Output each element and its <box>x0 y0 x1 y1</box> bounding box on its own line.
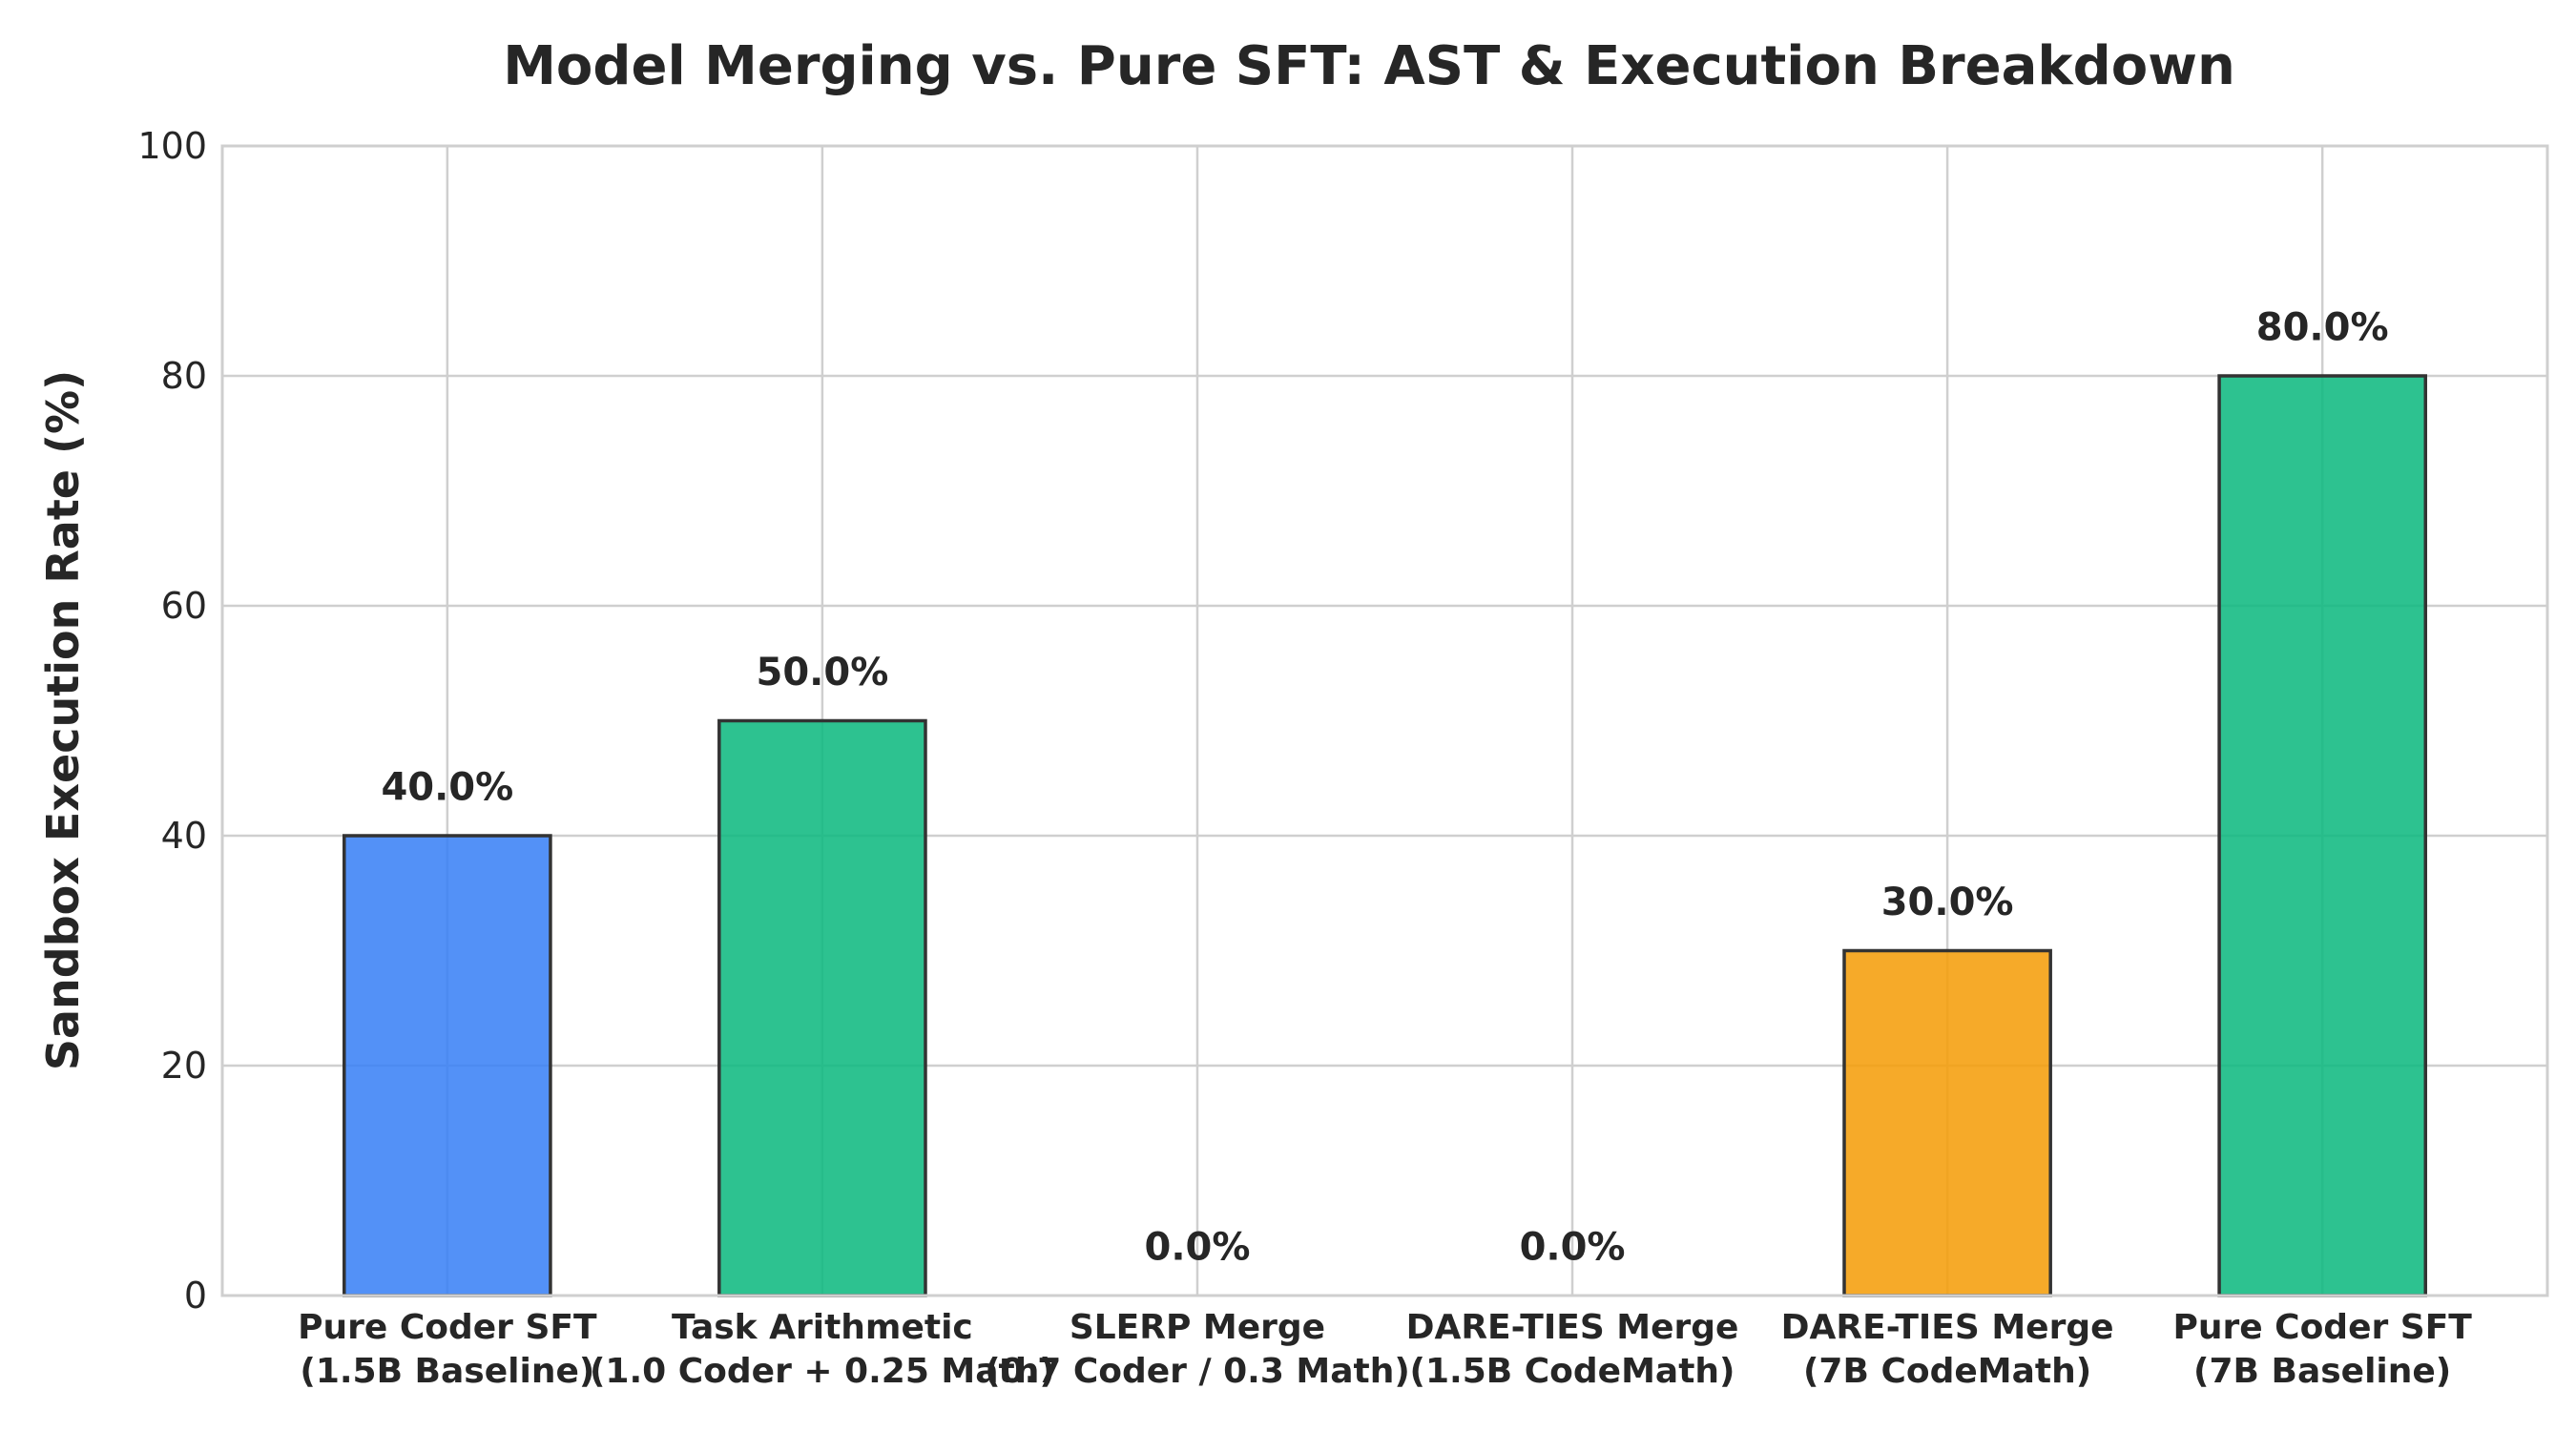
data-label: 50.0% <box>757 651 889 695</box>
data-label: 40.0% <box>381 765 513 809</box>
x-tick-label: (0.7 Coder / 0.3 Math) <box>985 1352 1410 1391</box>
y-tick-labels: 0 20 40 60 80 100 <box>137 125 207 1317</box>
y-axis-label: Sandbox Execution Rate (%) <box>37 370 89 1070</box>
x-tick-labels: Pure Coder SFT (1.5B Baseline) Task Arithm… <box>298 1308 2472 1391</box>
x-tick-label: (7B Baseline) <box>2193 1352 2451 1391</box>
data-label: 80.0% <box>2256 305 2389 349</box>
grid-lines <box>222 144 2547 1297</box>
data-label: 0.0% <box>1520 1225 1626 1269</box>
x-tick-label: (7B CodeMath) <box>1803 1352 2091 1391</box>
x-tick-label: Task Arithmetic <box>672 1308 973 1347</box>
data-label: 0.0% <box>1144 1225 1250 1269</box>
y-tick-label: 40 <box>161 815 207 857</box>
bar <box>717 718 927 1297</box>
y-tick-label: 0 <box>184 1275 207 1317</box>
plot-frame <box>220 144 2549 1297</box>
chart-title: Model Merging vs. Pure SFT: AST & Execut… <box>503 35 2235 97</box>
x-tick-label: (1.5B CodeMath) <box>1410 1352 1735 1391</box>
x-tick-label: (1.5B Baseline) <box>300 1352 594 1391</box>
y-tick-label: 60 <box>161 585 207 627</box>
bars <box>342 374 2428 1297</box>
x-tick-label: Pure Coder SFT <box>2172 1308 2472 1347</box>
data-label: 30.0% <box>1881 881 2014 924</box>
y-tick-label: 20 <box>161 1045 207 1087</box>
x-tick-label: DARE-TIES Merge <box>1781 1308 2114 1347</box>
bar <box>342 834 552 1297</box>
x-tick-label: SLERP Merge <box>1070 1308 1325 1347</box>
x-tick-label: DARE-TIES Merge <box>1406 1308 1739 1347</box>
x-tick-label: (1.0 Coder + 0.25 Math) <box>590 1352 1055 1391</box>
bar <box>2217 374 2428 1297</box>
y-tick-label: 80 <box>161 355 207 397</box>
bar <box>1842 948 2052 1297</box>
x-tick-label: Pure Coder SFT <box>298 1308 597 1347</box>
value-labels: 40.0% 50.0% 0.0% 0.0% 30.0% 80.0% <box>381 305 2388 1269</box>
y-tick-label: 100 <box>137 125 207 167</box>
